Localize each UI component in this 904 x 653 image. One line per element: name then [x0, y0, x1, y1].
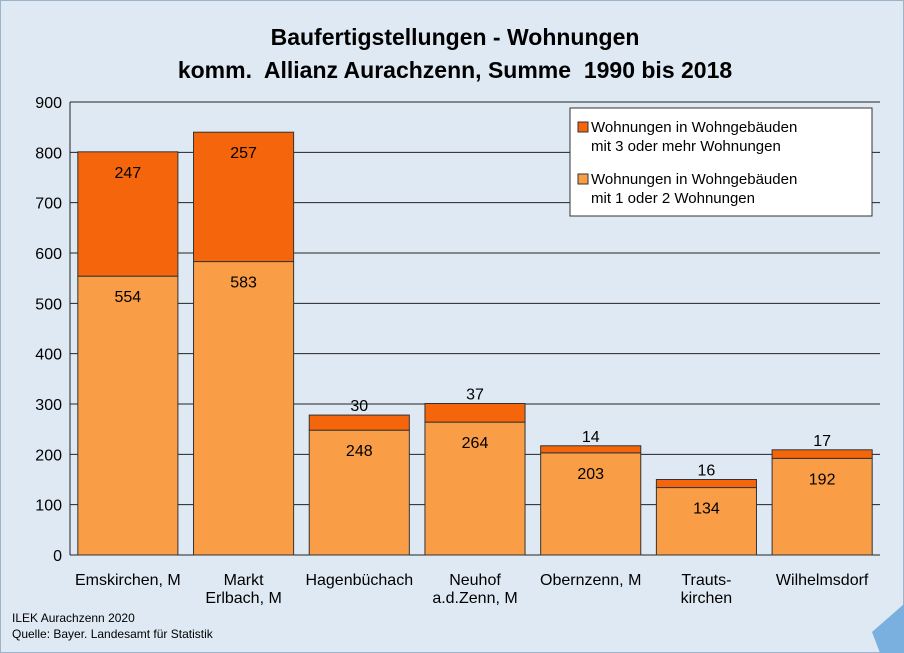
data-label: 17 — [813, 433, 831, 450]
y-tick-label: 400 — [35, 347, 62, 364]
bar-segment — [77, 151, 179, 277]
legend-label: Wohnungen in Wohngebäuden mit 3 oder mehr… — [591, 119, 797, 155]
bar-segment — [193, 131, 295, 263]
data-label: 257 — [230, 145, 257, 162]
bar-segment — [655, 479, 757, 489]
data-label: 37 — [466, 386, 484, 403]
data-label: 248 — [346, 443, 373, 460]
y-tick-label: 0 — [53, 548, 62, 565]
data-label: 192 — [809, 471, 836, 488]
y-tick-label: 500 — [35, 296, 62, 313]
bar-segment — [308, 429, 410, 556]
bar-segment — [424, 402, 526, 423]
legend-box — [569, 107, 873, 217]
y-tick-label: 100 — [35, 498, 62, 515]
chart-title: Baufertigstellungen - Wohnungen — [271, 24, 640, 50]
bar-segment — [77, 275, 179, 556]
data-label: 203 — [577, 466, 604, 483]
footnote: Quelle: Bayer. Landesamt für Statistik — [12, 627, 214, 641]
y-tick-label: 600 — [35, 246, 62, 263]
legend-label: Wohnungen in Wohngebäuden mit 1 oder 2 Wo… — [591, 171, 797, 207]
x-tick-label: Markt Erlbach, M — [205, 572, 281, 607]
footnote: ILEK Aurachzenn 2020 — [12, 611, 135, 625]
data-label: 30 — [350, 398, 368, 415]
bar-segment — [308, 414, 410, 431]
legend-swatch — [577, 121, 589, 133]
bar-segment — [424, 421, 526, 556]
y-tick-label: 300 — [35, 397, 62, 414]
data-label: 583 — [230, 275, 257, 292]
bar-segment — [193, 261, 295, 556]
y-tick-label: 900 — [35, 95, 62, 112]
bar-segment — [540, 452, 642, 556]
y-tick-label: 800 — [35, 145, 62, 162]
data-label: 134 — [693, 501, 720, 518]
y-tick-label: 200 — [35, 447, 62, 464]
data-label: 554 — [115, 289, 142, 306]
x-tick-label: Hagenbüchach — [305, 572, 413, 589]
x-tick-label: Neuhof a.d.Zenn, M — [432, 572, 517, 607]
x-tick-label: Trauts-kirchen — [681, 572, 733, 607]
bar-segment — [655, 487, 757, 556]
bar-segment — [771, 449, 873, 459]
data-label: 247 — [115, 165, 142, 182]
bar-segment — [540, 445, 642, 454]
x-tick-label: Wilhelmsdorf — [776, 572, 869, 589]
y-tick-label: 700 — [35, 196, 62, 213]
logo-corner — [872, 604, 904, 653]
legend-swatch — [577, 173, 589, 185]
x-tick-label: Obernzenn, M — [540, 572, 641, 589]
x-tick-label: Emskirchen, M — [75, 572, 181, 589]
data-label: 14 — [582, 429, 600, 446]
bar-segment — [771, 457, 873, 556]
data-label: 264 — [462, 435, 489, 452]
data-label: 16 — [698, 463, 716, 480]
chart-subtitle: komm. Allianz Aurachzenn, Summe 1990 bis… — [178, 57, 733, 83]
